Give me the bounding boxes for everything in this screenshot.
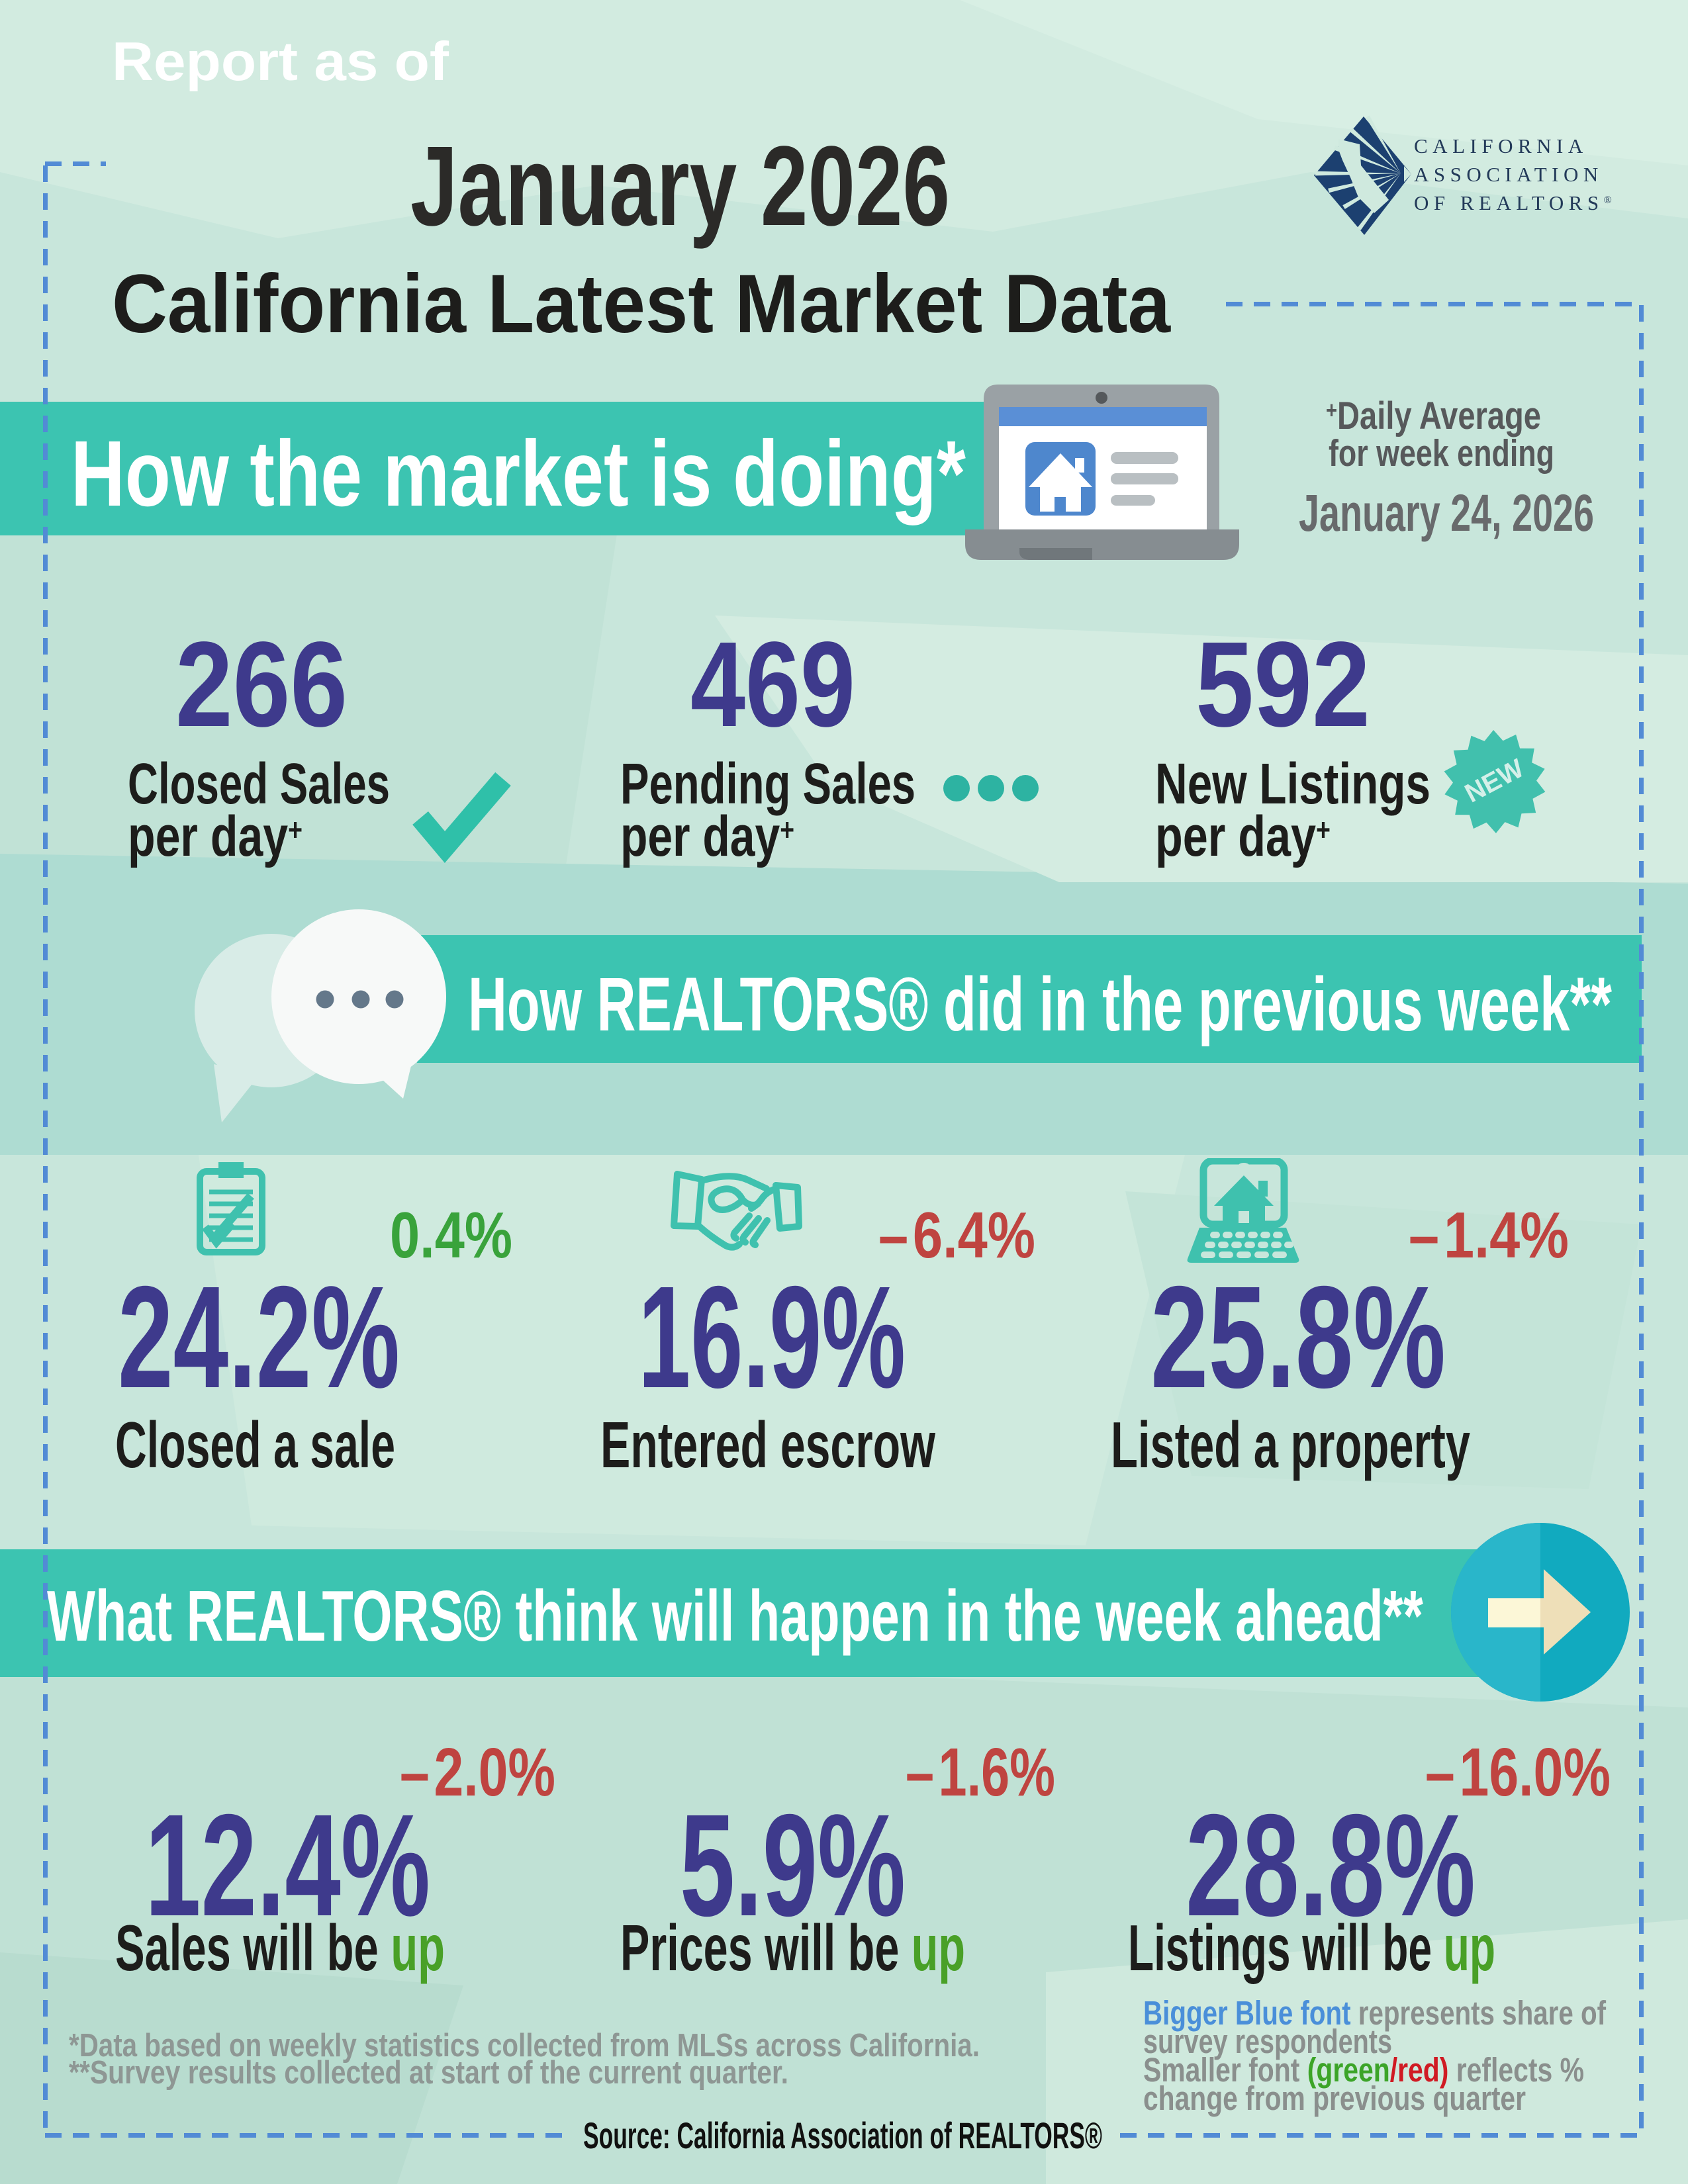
- svg-text:OF REALTORS®: OF REALTORS®: [1414, 191, 1617, 214]
- svg-text:ASSOCIATION: ASSOCIATION: [1414, 163, 1603, 186]
- svg-text:CALIFORNIA: CALIFORNIA: [1414, 134, 1588, 158]
